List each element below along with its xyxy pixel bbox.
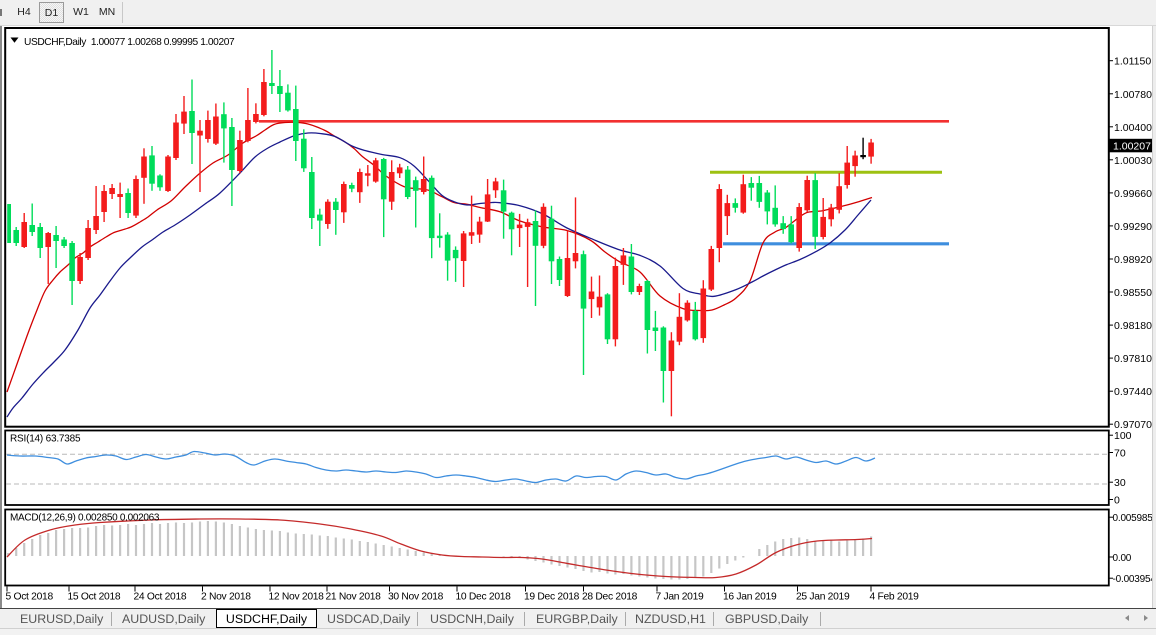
svg-text:4 Feb 2019: 4 Feb 2019 — [870, 592, 920, 603]
svg-text:0.005985: 0.005985 — [1113, 513, 1154, 524]
svg-text:1.00030: 1.00030 — [1114, 155, 1152, 167]
svg-text:5 Oct 2018: 5 Oct 2018 — [6, 592, 54, 603]
svg-text:0: 0 — [1114, 494, 1120, 506]
svg-text:MACD(12,26,9) 0.002850 0.00206: MACD(12,26,9) 0.002850 0.002063 — [10, 513, 160, 524]
svg-text:30 Nov 2018: 30 Nov 2018 — [388, 592, 444, 603]
svg-text:USDCHF,Daily 1.00077 1.00268: USDCHF,Daily 1.00077 1.00268 0.99995 1.0… — [24, 37, 235, 48]
svg-text:RSI(14) 63.7385: RSI(14) 63.7385 — [10, 434, 81, 445]
svg-text:7 Jan 2019: 7 Jan 2019 — [656, 592, 705, 603]
svg-text:19 Dec 2018: 19 Dec 2018 — [524, 592, 580, 603]
svg-text:100: 100 — [1114, 430, 1132, 442]
svg-text:-0.003954: -0.003954 — [1113, 574, 1156, 585]
svg-text:0.97810: 0.97810 — [1114, 353, 1152, 365]
svg-text:21 Nov 2018: 21 Nov 2018 — [326, 592, 382, 603]
svg-text:2 Nov 2018: 2 Nov 2018 — [201, 592, 251, 603]
svg-text:0.98180: 0.98180 — [1114, 320, 1152, 332]
svg-text:12 Nov 2018: 12 Nov 2018 — [269, 592, 325, 603]
svg-text:0.99290: 0.99290 — [1114, 221, 1152, 233]
svg-text:15 Oct 2018: 15 Oct 2018 — [68, 592, 121, 603]
svg-text:16 Jan 2019: 16 Jan 2019 — [723, 592, 777, 603]
svg-text:0.97440: 0.97440 — [1114, 386, 1152, 398]
svg-text:1.01150: 1.01150 — [1114, 56, 1151, 68]
svg-text:30: 30 — [1114, 477, 1126, 489]
svg-text:10 Dec 2018: 10 Dec 2018 — [456, 592, 512, 603]
svg-text:0.00: 0.00 — [1113, 553, 1132, 564]
svg-text:0.98920: 0.98920 — [1114, 254, 1152, 266]
svg-text:25 Jan 2019: 25 Jan 2019 — [796, 592, 850, 603]
svg-text:0.98550: 0.98550 — [1114, 287, 1152, 299]
svg-text:28 Dec 2018: 28 Dec 2018 — [582, 592, 638, 603]
svg-text:0.97070: 0.97070 — [1114, 419, 1152, 431]
svg-text:0.99660: 0.99660 — [1114, 188, 1152, 200]
svg-text:1.00207: 1.00207 — [1113, 141, 1151, 153]
svg-text:70: 70 — [1114, 447, 1126, 459]
svg-text:24 Oct 2018: 24 Oct 2018 — [134, 592, 187, 603]
svg-text:1.00400: 1.00400 — [1114, 122, 1152, 134]
svg-text:1.00780: 1.00780 — [1114, 89, 1152, 101]
